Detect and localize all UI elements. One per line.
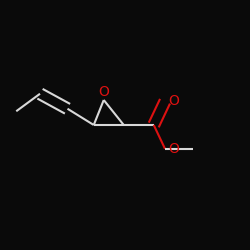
Text: O: O xyxy=(98,85,109,99)
Text: O: O xyxy=(168,94,179,108)
Text: O: O xyxy=(168,142,179,156)
